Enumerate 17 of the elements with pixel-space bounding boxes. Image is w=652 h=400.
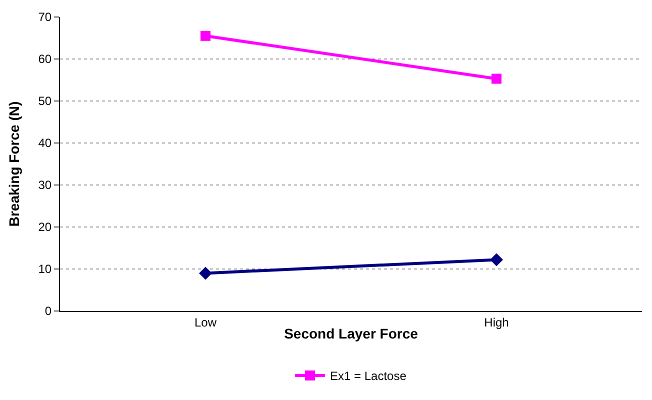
x-tick-label: High xyxy=(484,315,509,330)
y-tick-label: 30 xyxy=(38,178,52,192)
y-tick-label: 70 xyxy=(38,10,52,24)
x-axis-title: Second Layer Force xyxy=(284,326,418,342)
y-tick-label: 10 xyxy=(38,262,52,276)
x-tick-label: Low xyxy=(194,315,217,330)
point xyxy=(492,74,502,84)
point xyxy=(199,266,212,280)
y-axis-title: Breaking Force (N) xyxy=(6,101,22,227)
point xyxy=(200,30,210,41)
y-tick-label: 50 xyxy=(38,94,52,108)
y-tick-label: 60 xyxy=(38,52,52,66)
legend-label: Ex1 = Lactose xyxy=(330,369,407,384)
y-tick-label: 0 xyxy=(44,304,52,318)
y-tick-label: 20 xyxy=(38,220,52,234)
y-tick-label: 40 xyxy=(38,136,52,150)
point xyxy=(490,253,503,266)
